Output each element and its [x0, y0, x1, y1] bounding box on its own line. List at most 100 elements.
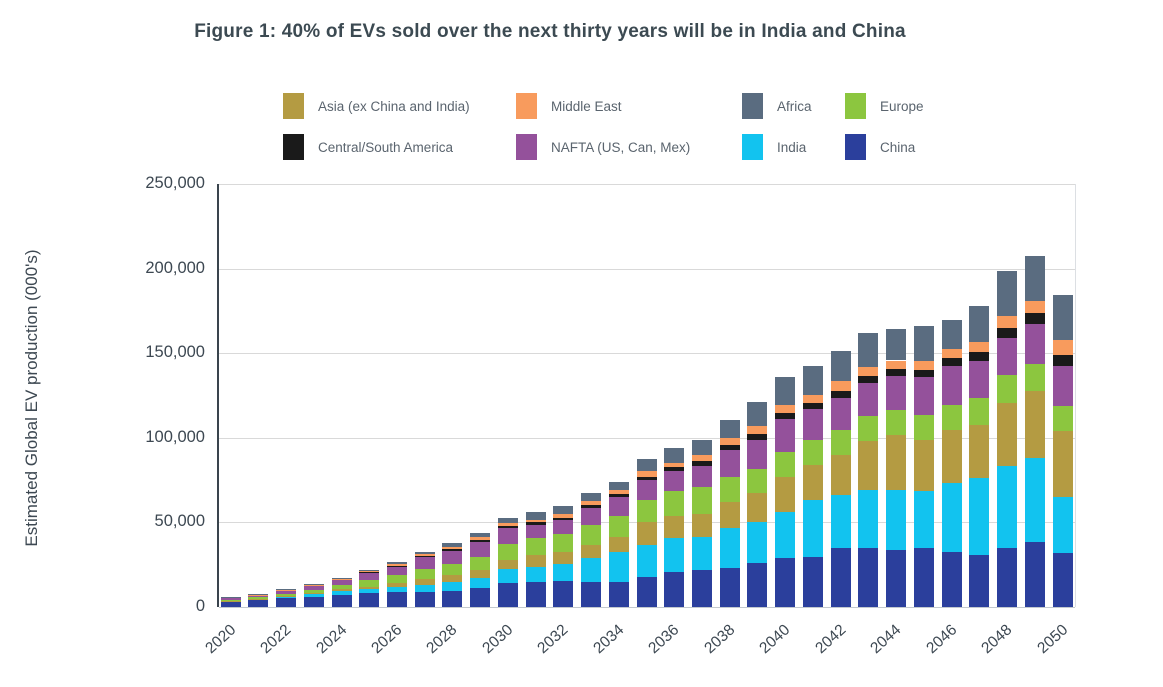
bar-segment-nafta-us-can-mex	[1024, 323, 1045, 364]
bar-segment-middle-east	[414, 554, 435, 556]
bar-segment-europe	[858, 416, 879, 442]
bar-segment-china	[414, 592, 435, 607]
bar-segment-africa	[636, 459, 657, 472]
gridline	[219, 268, 1075, 270]
bar-2024	[331, 184, 352, 607]
bar-segment-china	[747, 563, 768, 607]
bar-2027	[414, 184, 435, 607]
gridline	[219, 353, 1075, 355]
bar-segment-china	[359, 593, 380, 607]
bar-segment-nafta-us-can-mex	[414, 557, 435, 569]
bar-segment-india	[719, 528, 740, 569]
bar-segment-asia-ex-china-and-india	[886, 434, 907, 490]
bar-segment-nafta-us-can-mex	[608, 496, 629, 516]
bar-segment-nafta-us-can-mex	[719, 449, 740, 478]
bar-segment-china	[969, 554, 990, 607]
bar-segment-central-south-america	[941, 358, 962, 366]
bar-segment-nafta-us-can-mex	[747, 439, 768, 470]
bar-segment-central-south-america	[386, 565, 407, 567]
bar-2035	[636, 184, 657, 607]
legend-item: Asia (ex China and India)	[283, 93, 470, 119]
bar-segment-middle-east	[359, 570, 380, 572]
bar-segment-nafta-us-can-mex	[359, 572, 380, 581]
bar-segment-middle-east	[1024, 301, 1045, 313]
bar-segment-africa	[497, 518, 518, 524]
bar-segment-middle-east	[692, 454, 712, 461]
bar-segment-central-south-america	[747, 433, 768, 440]
bar-segment-europe	[692, 487, 712, 514]
bar-segment-central-south-america	[553, 517, 574, 521]
bar-segment-asia-ex-china-and-india	[858, 441, 879, 491]
bar-segment-asia-ex-china-and-india	[1052, 431, 1073, 497]
bar-segment-africa	[470, 533, 491, 538]
x-tick-label: 2022	[257, 621, 295, 658]
bar-segment-europe	[220, 599, 241, 601]
bar-segment-asia-ex-china-and-india	[414, 579, 435, 585]
bar-2029	[470, 184, 491, 607]
bar-segment-europe	[719, 477, 740, 502]
bar-segment-middle-east	[941, 348, 962, 359]
x-tick-label: 2042	[811, 621, 849, 658]
bar-segment-india	[442, 581, 463, 591]
bar-segment-china	[276, 598, 297, 607]
bar-2040	[775, 184, 796, 607]
bar-segment-africa	[414, 551, 435, 555]
x-tick-label: 2028	[423, 621, 461, 658]
bar-segment-europe	[553, 534, 574, 552]
bar-segment-nafta-us-can-mex	[442, 550, 463, 565]
bar-segment-central-south-america	[858, 376, 879, 383]
bar-segment-africa	[941, 319, 962, 349]
bar-segment-asia-ex-china-and-india	[941, 429, 962, 484]
bar-segment-europe	[276, 593, 297, 597]
bar-segment-central-south-america	[802, 402, 823, 409]
bar-segment-india	[858, 490, 879, 548]
bar-segment-nafta-us-can-mex	[331, 579, 352, 585]
bar-segment-india	[581, 558, 602, 583]
bar-segment-china	[830, 548, 851, 607]
bar-segment-india	[331, 590, 352, 595]
bar-segment-africa	[747, 402, 768, 427]
bar-segment-africa	[303, 584, 324, 585]
bar-segment-central-south-america	[1024, 312, 1045, 324]
bar-segment-africa	[886, 329, 907, 361]
bar-segment-middle-east	[581, 501, 602, 506]
bar-segment-africa	[913, 326, 934, 361]
bar-segment-nafta-us-can-mex	[276, 590, 297, 594]
bar-segment-middle-east	[525, 519, 546, 523]
bar-segment-nafta-us-can-mex	[303, 585, 324, 591]
x-tick-label: 2038	[701, 621, 739, 658]
bar-segment-europe	[1052, 406, 1073, 432]
x-tick-label: 2024	[312, 621, 350, 658]
legend-label: Asia (ex China and India)	[318, 98, 470, 114]
bar-segment-china	[802, 556, 823, 607]
bar-segment-europe	[386, 574, 407, 584]
bar-segment-china	[775, 558, 796, 607]
x-tick-label: 2050	[1033, 621, 1071, 658]
bar-segment-asia-ex-china-and-india	[830, 454, 851, 495]
bar-segment-asia-ex-china-and-india	[775, 476, 796, 512]
x-tick-label: 2046	[922, 621, 960, 658]
bar-segment-india	[775, 511, 796, 559]
x-tick-label: 2048	[978, 621, 1016, 658]
bar-2045	[913, 184, 934, 607]
bar-segment-central-south-america	[692, 460, 712, 466]
bar-segment-china	[386, 591, 407, 607]
bar-segment-asia-ex-china-and-india	[553, 551, 574, 565]
legend-swatch-middle-east	[516, 93, 537, 119]
bar-segment-asia-ex-china-and-india	[331, 589, 352, 591]
legend-label: Africa	[777, 98, 812, 114]
chart-title: Figure 1: 40% of EVs sold over the next …	[194, 21, 906, 42]
y-axis-title: Estimated Global EV production (000's)	[22, 249, 41, 547]
bar-segment-nafta-us-can-mex	[941, 365, 962, 405]
bar-2044	[886, 184, 907, 607]
bar-2020	[220, 184, 241, 607]
y-tick-label: 200,000	[145, 258, 205, 277]
bar-2021	[248, 184, 269, 607]
bar-segment-china	[303, 596, 324, 607]
bar-segment-central-south-america	[664, 467, 685, 472]
bar-segment-nafta-us-can-mex	[858, 382, 879, 417]
bar-segment-nafta-us-can-mex	[581, 508, 602, 525]
bar-segment-middle-east	[303, 584, 324, 586]
bar-segment-asia-ex-china-and-india	[470, 569, 491, 578]
